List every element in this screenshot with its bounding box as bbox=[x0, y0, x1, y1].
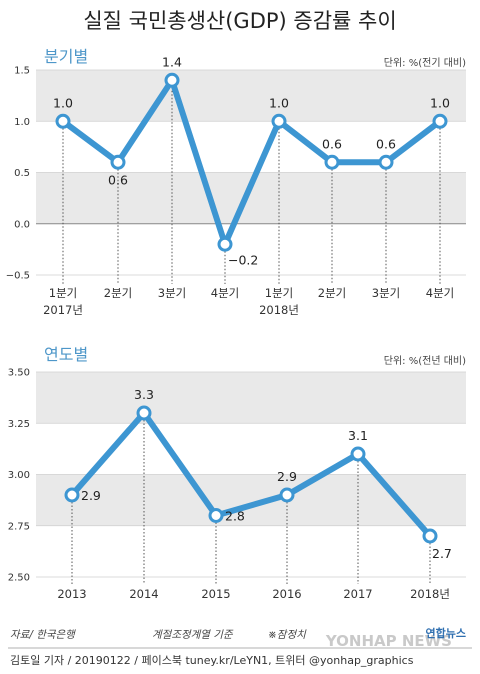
quarterly-ytick-label: 1.5 bbox=[14, 66, 30, 77]
quarterly-panel: 분기별 단위: %(전기 대비) 1.5 1.0 0.5 0.0 −0.5 1.0 0.6 1… bbox=[6, 47, 466, 317]
quarterly-category-label: 4분기 bbox=[211, 286, 239, 300]
quarterly-category-label: 2분기 bbox=[104, 286, 132, 300]
annual-data-label: 2.9 bbox=[277, 469, 297, 484]
annual-data-label: 2.9 bbox=[81, 488, 101, 503]
annual-unit-label: 단위: %(전년 대비) bbox=[384, 354, 466, 367]
quarterly-data-label: 1.4 bbox=[162, 54, 182, 69]
quarterly-data-point bbox=[271, 113, 287, 129]
adjustment-note: 계절조정계열 기준 bbox=[152, 629, 234, 641]
quarterly-data-point bbox=[164, 72, 180, 88]
footer: 자료/ 한국은행 계절조정계열 기준 ※잠정치 YONHAP NEWS 연합뉴스… bbox=[8, 626, 472, 667]
credit-line: 김토일 기자 / 20190122 / 페이스북 tuney.kr/LeYN1,… bbox=[10, 653, 414, 667]
annual-ytick-label: 3.50 bbox=[8, 368, 30, 379]
annual-band bbox=[36, 372, 466, 424]
chart-title: 실질 국민총생산(GDP) 증감률 추이 bbox=[83, 9, 396, 33]
quarterly-year-label: 2017년 bbox=[43, 303, 83, 317]
annual-ytick-label: 2.50 bbox=[8, 573, 30, 584]
quarterly-category-label: 4분기 bbox=[426, 286, 454, 300]
quarterly-ytick-label: 0.5 bbox=[14, 168, 30, 179]
annual-ytick-label: 2.75 bbox=[8, 521, 30, 532]
quarterly-data-point bbox=[324, 154, 340, 170]
quarterly-category-label: 1분기 bbox=[265, 286, 293, 300]
preliminary-note: ※잠정치 bbox=[268, 629, 307, 641]
quarterly-data-label: 1.0 bbox=[269, 95, 289, 110]
annual-category-label: 2015 bbox=[201, 587, 230, 601]
quarterly-data-label: 0.6 bbox=[108, 172, 128, 187]
quarterly-data-point bbox=[378, 154, 394, 170]
quarterly-data-point bbox=[55, 113, 71, 129]
annual-panel: 연도별 단위: %(전년 대비) 3.50 3.25 3.00 2.75 2.50 2.9… bbox=[8, 345, 466, 601]
annual-data-point bbox=[350, 446, 366, 462]
quarterly-data-label: 1.0 bbox=[53, 95, 73, 110]
quarterly-ytick-label: 0.0 bbox=[14, 219, 30, 230]
annual-category-label: 2017 bbox=[343, 587, 372, 601]
annual-data-point bbox=[64, 487, 80, 503]
quarterly-data-label: −0.2 bbox=[228, 252, 258, 267]
quarterly-section-label: 분기별 bbox=[44, 47, 88, 66]
quarterly-data-point bbox=[110, 154, 126, 170]
annual-data-point bbox=[422, 528, 438, 544]
annual-category-label: 2013 bbox=[57, 587, 86, 601]
annual-category-label: 2016 bbox=[272, 587, 301, 601]
annual-category-label: 2014 bbox=[129, 587, 158, 601]
yonhap-logo: 연합뉴스 bbox=[426, 626, 466, 640]
annual-data-label: 3.3 bbox=[134, 387, 154, 402]
quarterly-data-label: 0.6 bbox=[376, 136, 396, 151]
annual-data-point bbox=[279, 487, 295, 503]
annual-band bbox=[36, 474, 466, 526]
annual-data-label: 3.1 bbox=[348, 428, 368, 443]
watermark: YONHAP NEWS bbox=[325, 632, 452, 650]
quarterly-year-label: 2018년 bbox=[259, 303, 299, 317]
quarterly-data-label: 1.0 bbox=[430, 95, 450, 110]
quarterly-category-label: 2분기 bbox=[318, 286, 346, 300]
quarterly-series-line bbox=[60, 77, 443, 248]
annual-section-label: 연도별 bbox=[44, 345, 88, 364]
annual-category-label: 2018년 bbox=[410, 587, 450, 601]
annual-series-line bbox=[69, 410, 433, 539]
annual-data-point bbox=[208, 508, 224, 523]
source-note: 자료/ 한국은행 bbox=[10, 629, 76, 641]
annual-ytick-label: 3.00 bbox=[8, 470, 30, 481]
quarterly-ytick-label: −0.5 bbox=[6, 271, 30, 282]
quarterly-category-label: 3분기 bbox=[372, 286, 400, 300]
annual-ytick-label: 3.25 bbox=[8, 419, 30, 430]
quarterly-data-label: 0.6 bbox=[322, 136, 342, 151]
quarterly-category-label: 1분기 bbox=[49, 286, 77, 300]
annual-data-point bbox=[136, 405, 152, 421]
annual-data-label: 2.7 bbox=[432, 546, 452, 561]
quarterly-data-point bbox=[217, 236, 233, 252]
quarterly-unit-label: 단위: %(전기 대비) bbox=[384, 56, 466, 69]
quarterly-data-point bbox=[432, 113, 448, 129]
quarterly-category-label: 3분기 bbox=[158, 286, 186, 300]
annual-data-label: 2.8 bbox=[225, 509, 245, 524]
quarterly-ytick-label: 1.0 bbox=[14, 117, 30, 128]
quarterly-band bbox=[36, 70, 466, 122]
